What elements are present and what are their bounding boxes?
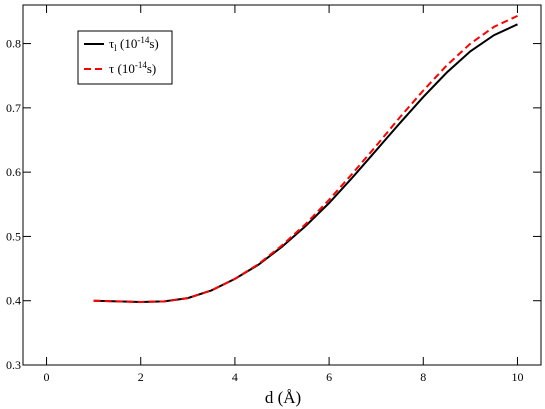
y-tick-label: 0.4	[6, 294, 21, 308]
x-axis-title: d (Å)	[265, 388, 301, 407]
y-tick-label: 0.8	[6, 37, 21, 51]
axis-ticks: 0 2 4 6 8 10 0.3 0.4 0.5 0.6 0.7 0.8	[6, 5, 541, 384]
y-tick-label: 0.6	[6, 165, 21, 179]
legend-label-1: τl (10-14s)	[109, 35, 159, 53]
legend-box	[77, 30, 173, 85]
legend-label-2: τ (10-14s)	[109, 60, 156, 76]
x-tick-label: 6	[326, 370, 332, 384]
x-tick-label: 8	[420, 370, 426, 384]
legend: τl (10-14s) τ (10-14s)	[77, 30, 173, 85]
series-line-2	[93, 14, 518, 304]
x-tick-label: 4	[232, 370, 238, 384]
x-tick-label: 10	[511, 370, 523, 384]
y-tick-label: 0.7	[6, 101, 21, 115]
y-tick-label: 0.5	[6, 229, 21, 243]
series-layer	[93, 14, 518, 304]
x-tick-label: 2	[138, 370, 144, 384]
y-tick-label: 0.3	[6, 358, 21, 372]
x-tick-label: 0	[44, 370, 50, 384]
plot-area	[22, 4, 542, 366]
